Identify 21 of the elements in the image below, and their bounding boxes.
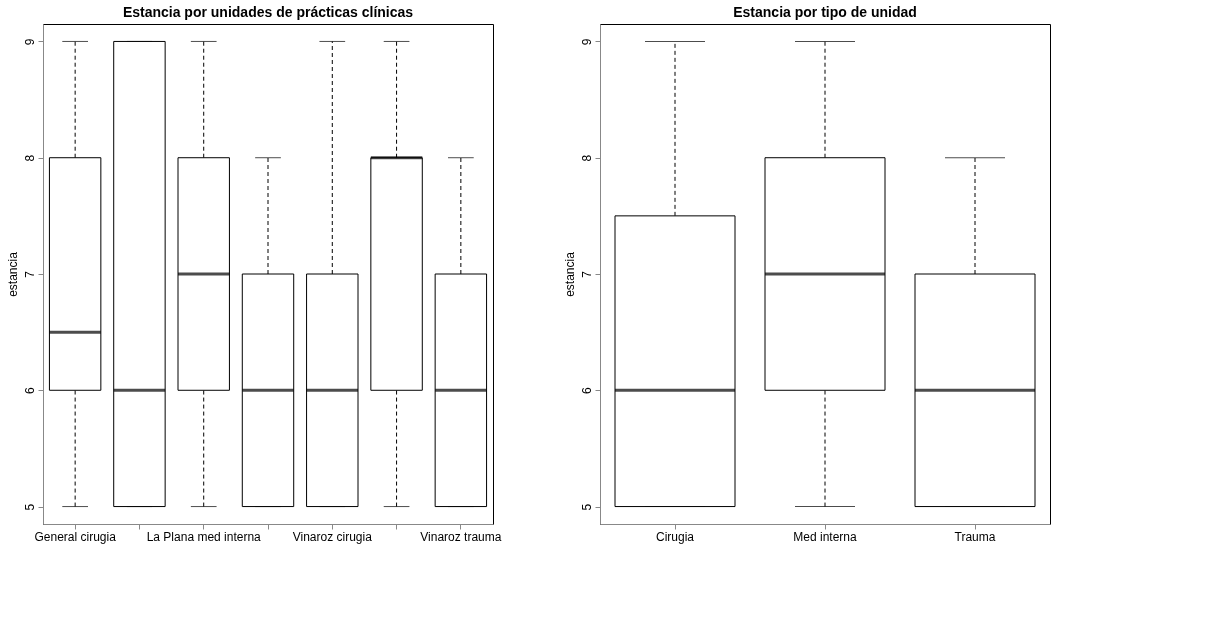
y-tick-label: 9 bbox=[22, 38, 37, 46]
y-tick-label: 8 bbox=[22, 154, 37, 162]
y-tick-label: 6 bbox=[579, 387, 594, 395]
x-tick-label: Trauma bbox=[954, 529, 996, 544]
y-tick-label: 9 bbox=[579, 38, 594, 46]
y-tick-label: 6 bbox=[22, 387, 37, 395]
y-tick-label: 8 bbox=[579, 154, 594, 162]
x-tick-label: Vinaroz cirugia bbox=[292, 529, 373, 544]
chart-title: Estancia por unidades de prácticas clínicas bbox=[122, 4, 414, 20]
chart-title: Estancia por tipo de unidad bbox=[733, 4, 917, 20]
x-tick-label: Vinaroz trauma bbox=[420, 529, 502, 544]
x-tick-label: General cirugia bbox=[34, 529, 117, 544]
y-axis-title: estancia bbox=[5, 251, 20, 297]
y-tick-label: 7 bbox=[22, 270, 37, 278]
y-tick-label: 5 bbox=[22, 503, 37, 511]
y-tick-label: 5 bbox=[579, 503, 594, 511]
y-axis-title: estancia bbox=[562, 251, 577, 297]
x-tick-label: Cirugia bbox=[655, 529, 695, 544]
x-tick-label: Med interna bbox=[793, 529, 858, 544]
x-tick-label: La Plana med interna bbox=[146, 529, 262, 544]
y-tick-label: 7 bbox=[579, 270, 594, 278]
